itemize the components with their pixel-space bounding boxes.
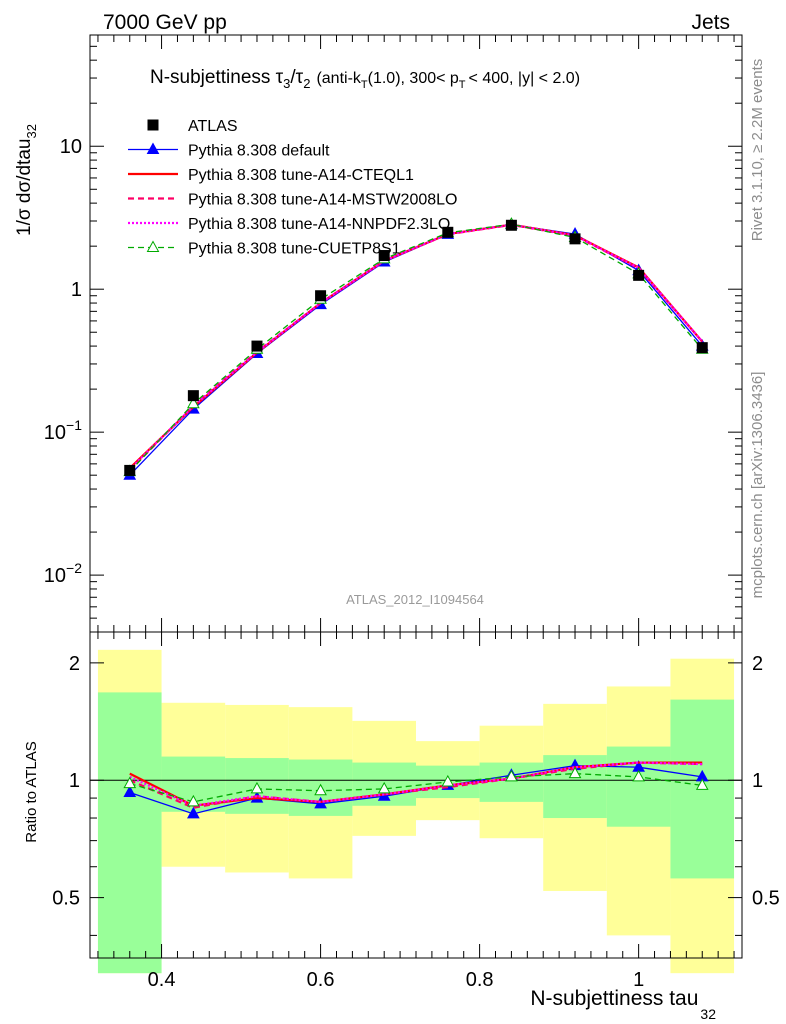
legend-label: ATLAS xyxy=(188,118,238,135)
x-tick-label: 0.8 xyxy=(466,969,494,991)
ratio-point-4 xyxy=(568,766,582,779)
ratio-panel: 0.5 0.5 1 1 2 2 0.4 0.6 0.8 1 xyxy=(52,618,780,991)
x-tick-label: 0.6 xyxy=(307,969,335,991)
legend-label: Pythia 8.308 tune-A14-MSTW2008LO xyxy=(188,192,457,209)
legend-marker-data xyxy=(147,119,159,131)
ratio-point-4 xyxy=(441,774,455,787)
analysis-watermark: ATLAS_2012_I1094564 xyxy=(346,592,484,607)
ratio-y-tick-label-right: 0.5 xyxy=(752,888,780,910)
data-point xyxy=(378,250,390,262)
legend-label: Pythia 8.308 tune-A14-CTEQL1 xyxy=(188,167,414,184)
y-axis-label-main: 1/σ dσ/dtau32 xyxy=(14,124,39,236)
ratio-line-4 xyxy=(129,772,703,803)
x-tick-label: 0.4 xyxy=(148,969,176,991)
ratio-point-0 xyxy=(187,806,200,819)
legend-marker xyxy=(146,142,160,154)
legend-marker xyxy=(146,240,160,252)
data-point xyxy=(442,226,454,238)
series-point-4 xyxy=(187,396,200,409)
ratio-point-4 xyxy=(632,769,645,782)
legend-label: Pythia 8.308 tune-A14-NNPDF2.3LO xyxy=(188,216,450,233)
data-point xyxy=(315,290,327,302)
series-line-3 xyxy=(128,223,704,471)
x-tick-label: 1 xyxy=(633,969,644,991)
data-point xyxy=(505,219,517,231)
ratio-point-0 xyxy=(123,785,137,798)
legend-label: Pythia 8.308 tune-CUETP8S1 xyxy=(188,241,401,258)
data-point xyxy=(696,342,708,354)
series-line-1 xyxy=(128,223,704,469)
main-y-tick-label: 10−1 xyxy=(44,417,82,444)
data-point xyxy=(124,464,136,476)
ratio-point-4 xyxy=(695,778,709,790)
main-panel: 10−2 10−1 1 10 xyxy=(44,34,743,633)
series-line-0 xyxy=(129,223,703,476)
ratio-y-tick-label-right: 2 xyxy=(752,653,763,675)
legend-label: Pythia 8.308 default xyxy=(188,143,330,160)
legend: ATLAS Pythia 8.308 default Pythia 8.308 tu… xyxy=(128,118,457,258)
rivet-version-label: Rivet 3.1.10, ≥ 2.2M events xyxy=(749,59,766,242)
ratio-band-inner xyxy=(606,746,671,827)
header-right: Jets xyxy=(691,11,730,34)
mcplots-label: mcplots.cern.ch [arXiv:1306.3436] xyxy=(749,372,766,599)
data-point xyxy=(187,390,199,402)
series-line-2 xyxy=(128,223,704,472)
ratio-band-inner xyxy=(97,692,162,974)
main-y-tick-label: 1 xyxy=(71,279,82,301)
y-axis-label-ratio: Ratio to ATLAS xyxy=(23,741,40,842)
ratio-point-4 xyxy=(123,776,137,789)
ratio-point-4 xyxy=(377,781,391,794)
header-left: 7000 GeV pp xyxy=(103,11,227,34)
ratio-point-4 xyxy=(250,781,264,794)
main-y-tick-label: 10−2 xyxy=(44,560,82,587)
main-y-tick-label: 10 xyxy=(60,136,82,158)
ratio-point-4 xyxy=(314,783,327,796)
x-axis-label: N-subjettiness tau32 xyxy=(530,987,716,1022)
ratio-y-tick-label-left: 2 xyxy=(69,653,80,675)
ratio-point-4 xyxy=(187,794,200,807)
series-line-4 xyxy=(129,223,703,473)
data-point xyxy=(569,233,581,245)
ratio-y-tick-label-right: 1 xyxy=(752,770,763,792)
ratio-point-4 xyxy=(505,769,518,782)
plot-title: N-subjettiness τ3/τ2 (anti-kT(1.0), 300< … xyxy=(150,67,580,91)
data-point xyxy=(633,269,645,281)
ratio-y-tick-label-left: 1 xyxy=(69,770,80,792)
ratio-y-tick-label-left: 0.5 xyxy=(52,888,80,910)
data-point xyxy=(251,340,263,352)
